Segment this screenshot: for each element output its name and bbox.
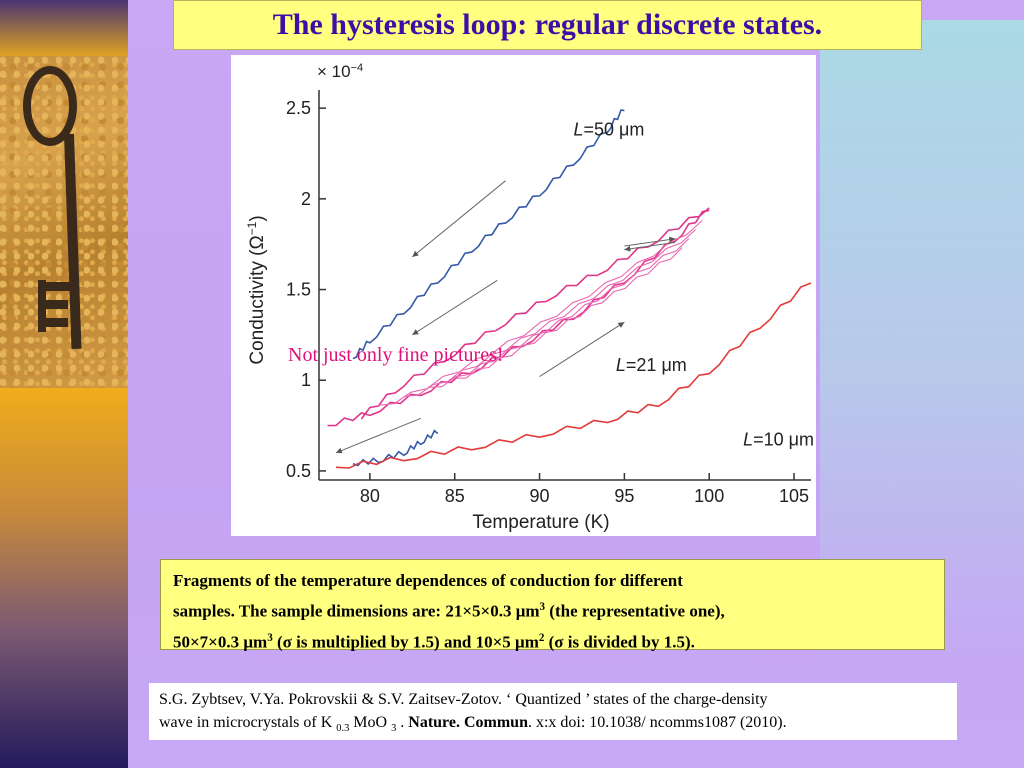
direction-arrow bbox=[539, 321, 625, 378]
direction-arrow bbox=[411, 180, 506, 258]
reference-box: S.G. Zybtsev, V.Ya. Pokrovskii & S.V. Za… bbox=[149, 683, 957, 740]
caption-line-2: samples. The sample dimensions are: 21×5… bbox=[173, 601, 725, 621]
x-axis-label: Temperature (K) bbox=[472, 512, 609, 533]
title-box: The hysteresis loop: regular discrete st… bbox=[173, 0, 922, 50]
caption-line-1: Fragments of the temperature dependences… bbox=[173, 571, 683, 590]
x-tick-label: 80 bbox=[360, 486, 380, 506]
series-label: L=10 μm bbox=[743, 430, 814, 450]
series-line-3 bbox=[327, 209, 710, 427]
x-tick-label: 100 bbox=[694, 486, 724, 506]
series-label: L=50 μm bbox=[573, 119, 644, 139]
y-tick-label: 1 bbox=[301, 370, 311, 390]
series-line-2 bbox=[352, 429, 439, 467]
key-icon bbox=[23, 66, 82, 350]
reference-line-2: wave in microcrystals of K 0.3 MoO 3 . N… bbox=[159, 714, 787, 735]
chart-annotation: Not just only fine pictures! bbox=[288, 344, 504, 366]
series-label: L=21 μm bbox=[616, 355, 687, 375]
direction-arrow bbox=[624, 236, 676, 247]
hysteresis-branch bbox=[403, 229, 696, 397]
y-tick-label: 0.5 bbox=[286, 461, 311, 481]
hysteresis-branch bbox=[378, 219, 703, 406]
y-tick-label: 2 bbox=[301, 189, 311, 209]
caption-line-3: 50×7×0.3 μm3 (σ is multiplied by 1.5) an… bbox=[173, 631, 695, 652]
x-tick-label: 90 bbox=[530, 486, 550, 506]
background-glow bbox=[820, 20, 1024, 660]
series-line-5 bbox=[335, 282, 812, 469]
caption-box: Fragments of the temperature dependences… bbox=[160, 559, 945, 651]
page-title: The hysteresis loop: regular discrete st… bbox=[272, 8, 823, 41]
x-tick-label: 95 bbox=[614, 486, 634, 506]
chart-panel: 80 85 90 95 100 105 0.5 1 1.5 2 2.5 L=50 μm L=21 μm… bbox=[231, 55, 816, 536]
reference-line-1: S.G. Zybtsev, V.Ya. Pokrovskii & S.V. Za… bbox=[159, 691, 768, 708]
series-line-1 bbox=[352, 109, 625, 360]
hysteresis-branch bbox=[429, 238, 690, 388]
direction-arrow bbox=[412, 280, 498, 336]
key-photo bbox=[0, 56, 128, 388]
direction-arrow bbox=[335, 417, 421, 454]
y-axis-label: Conductivity (Ω−1) bbox=[245, 215, 268, 364]
y-tick-label: 2.5 bbox=[286, 98, 311, 118]
x-tick-label: 85 bbox=[445, 486, 465, 506]
hysteresis-branch bbox=[454, 247, 683, 379]
journal-name: Nature. Commun bbox=[408, 714, 528, 731]
y-scale-multiplier: × 10−4 bbox=[317, 62, 363, 81]
hysteresis-chart: 80 85 90 95 100 105 0.5 1 1.5 2 2.5 L=50 μm L=21 μm… bbox=[245, 62, 814, 533]
y-tick-label: 1.5 bbox=[286, 280, 311, 300]
series-line-4 bbox=[360, 207, 710, 420]
direction-arrow bbox=[624, 241, 676, 252]
x-tick-label: 105 bbox=[779, 486, 809, 506]
